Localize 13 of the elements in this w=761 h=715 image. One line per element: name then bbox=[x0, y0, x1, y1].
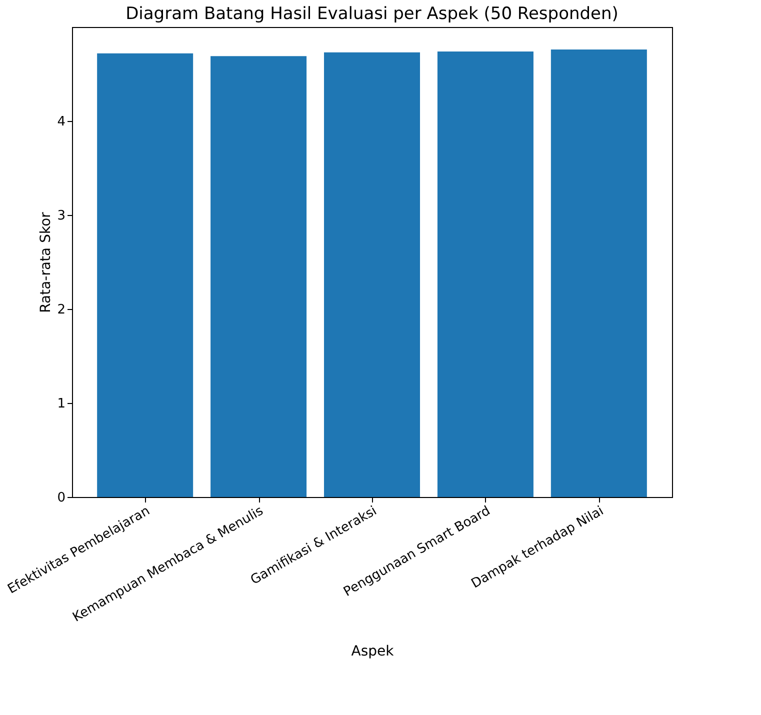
y-tick-label: 0 bbox=[57, 490, 66, 506]
y-tick-label: 2 bbox=[57, 302, 66, 318]
bar bbox=[97, 53, 194, 497]
bar bbox=[324, 52, 420, 497]
y-tick-label: 4 bbox=[57, 114, 66, 130]
y-tick-label: 1 bbox=[57, 396, 66, 412]
x-axis-title: Aspek bbox=[351, 643, 395, 660]
bar bbox=[550, 50, 647, 497]
bar bbox=[210, 56, 307, 497]
y-axis-title: Rata-rata Skor bbox=[38, 212, 54, 313]
chart-title: Diagram Batang Hasil Evaluasi per Aspek (50 Responden) bbox=[126, 4, 618, 24]
bar bbox=[437, 51, 534, 497]
y-tick-label: 3 bbox=[57, 208, 66, 224]
